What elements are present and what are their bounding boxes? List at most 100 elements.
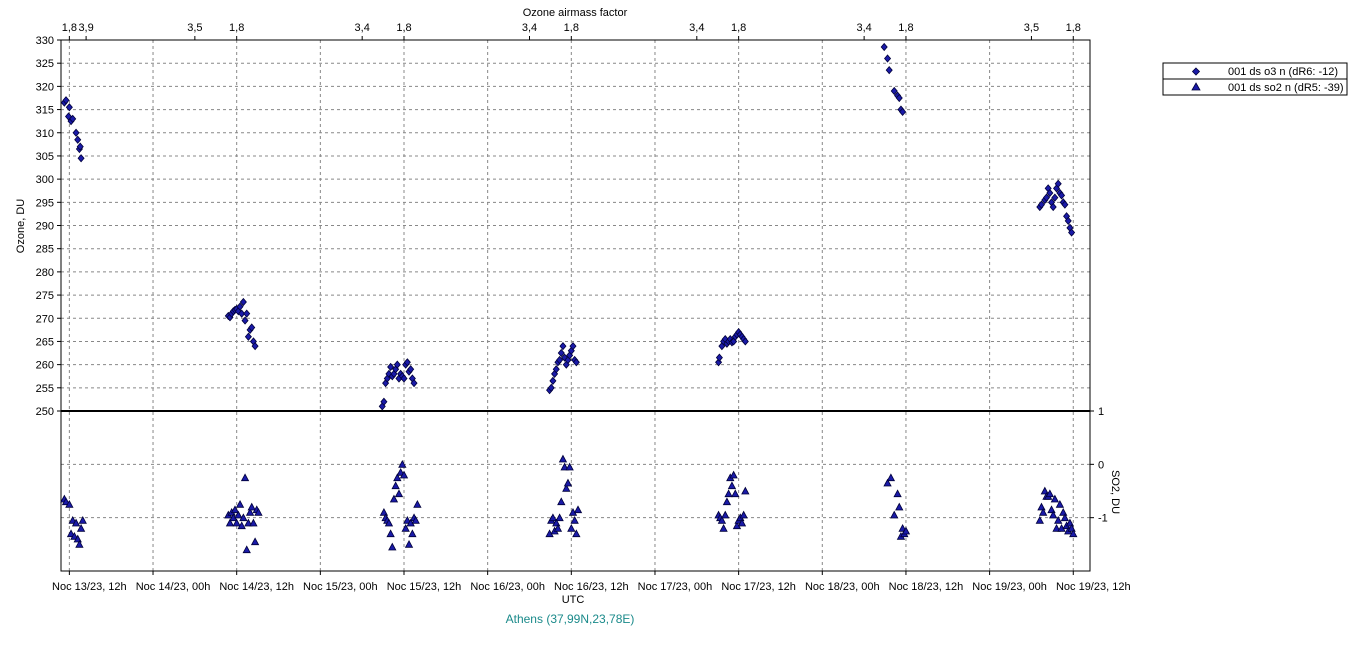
so2-point-75 [724,489,733,498]
so2-point-94 [901,526,911,535]
x-tick-label-10: Noc 18/23, 12h [889,581,964,593]
so2-point-47 [408,529,417,538]
o3-point-56 [559,341,567,351]
so2-point-16 [232,518,241,527]
o3-point-66 [715,353,723,362]
so2-point-101 [1045,489,1055,498]
so2-point-57 [555,513,564,522]
ozone-tick-label-12: 310 [36,128,54,140]
o3-point-45 [407,365,415,374]
top-tick-label-12: 3,5 [1024,22,1039,34]
x-tick-label-9: Noc 18/23, 00h [805,581,880,593]
o3-point-41 [400,374,408,383]
legend-triangle-icon [1191,82,1201,91]
so2-tick-label-2: -1 [1098,513,1108,525]
top-axis-title: Ozone airmass factor [523,7,628,19]
ozone-tick-label-7: 285 [36,244,54,256]
so2-point-18 [235,499,245,508]
so2-tick-label-1: 0 [1098,459,1104,471]
o3-point-106 [1064,216,1072,225]
top-tick-label-2: 3,5 [187,22,202,34]
top-tick-label-8: 3,4 [689,22,704,34]
so2-point-38 [393,473,402,482]
so2-point-62 [563,478,573,487]
plot-border [60,39,1091,572]
so2-point-85 [741,486,750,495]
x-tick-label-4: Noc 15/23, 12h [387,581,462,593]
so2-point-58 [557,497,566,506]
so2-series [60,454,1078,554]
so2-point-89 [893,489,902,498]
so2-point-72 [719,523,728,532]
o3-point-62 [569,341,577,351]
so2-point-34 [386,529,395,538]
so2-point-26 [249,518,258,527]
so2-point-42 [399,470,409,479]
ozone-tick-label-2: 260 [36,360,54,372]
ozone-y-axis: 250 255 260 265 270 275 280 285 290 295 300 305 310 3… [36,35,61,418]
o3-point-52 [552,365,560,374]
o3-point-21 [241,316,249,325]
so2-point-95 [1035,515,1044,524]
so2-point-60 [560,462,569,471]
top-tick-label-10: 3,4 [856,22,871,34]
so2-point-45 [404,539,414,548]
top-airmass-axis: 1,8 3,9 3,5 1,8 3,4 1,8 3,4 1,8 3,4 1,8 3,4 1,8 3,5 1… [62,22,1081,40]
top-tick-label-11: 1,8 [898,22,913,34]
o3-point-97 [1049,202,1057,212]
so2-point-103 [1049,510,1058,519]
o3-point-91 [1037,200,1046,209]
o3-point-47 [410,379,418,388]
ozone-tick-label-10: 300 [36,174,54,186]
x-tick-label-12: Noc 19/23, 12h [1056,581,1131,593]
o3-point-43 [403,358,411,367]
ozone-tick-label-13: 315 [36,105,54,117]
so2-point-43 [401,523,410,532]
so2-axis-title: SO2, DU [1109,470,1121,514]
so2-point-53 [548,513,558,522]
so2-point-24 [245,507,255,516]
legend-label-so2: 001 ds so2 n (dR5: -39) [1228,82,1344,94]
so2-point-66 [570,515,579,524]
so2-point-25 [247,502,256,511]
x-tick-label-6: Noc 16/23, 12h [554,581,629,593]
o3-point-54 [556,355,564,365]
o3-point-22 [243,309,251,318]
so2-point-106 [1054,515,1063,524]
o3-point-9 [76,142,84,151]
legend-diamond-icon [1191,67,1201,76]
o3-point-18 [236,302,244,311]
so2-point-107 [1055,499,1065,508]
so2-point-12 [225,518,235,527]
o3-point-83 [884,54,892,63]
top-tick-label-1: 3,9 [78,22,93,34]
ozone-tick-label-6: 280 [36,267,54,279]
o3-point-81 [741,337,749,346]
ozone-tick-label-4: 270 [36,313,54,325]
o3-point-3 [65,103,73,112]
legend-label-o3: 001 ds o3 n (dR6: -12) [1228,66,1338,78]
o3-point-64 [572,358,580,367]
ozone-tick-label-3: 265 [36,336,54,348]
so2-point-41 [398,459,407,468]
o3-point-25 [248,323,256,332]
o3-point-84 [885,66,893,75]
top-tick-label-9: 1,8 [731,22,746,34]
so2-point-63 [565,462,574,471]
o3-point-102 [1058,191,1066,200]
so2-point-110 [1060,513,1070,522]
so2-point-90 [895,502,904,511]
x-tick-label-7: Noc 17/23, 00h [638,581,713,593]
so2-point-29 [254,507,263,516]
top-tick-label-4: 3,4 [355,22,370,34]
so2-point-50 [413,499,422,508]
o3-point-87 [895,93,903,103]
top-tick-label-13: 1,8 [1066,22,1081,34]
so2-point-73 [721,510,730,519]
so2-point-68 [573,505,583,514]
x-tick-label-8: Noc 17/23, 12h [721,581,796,593]
so2-point-74 [722,497,732,506]
o3-point-5 [69,114,77,123]
